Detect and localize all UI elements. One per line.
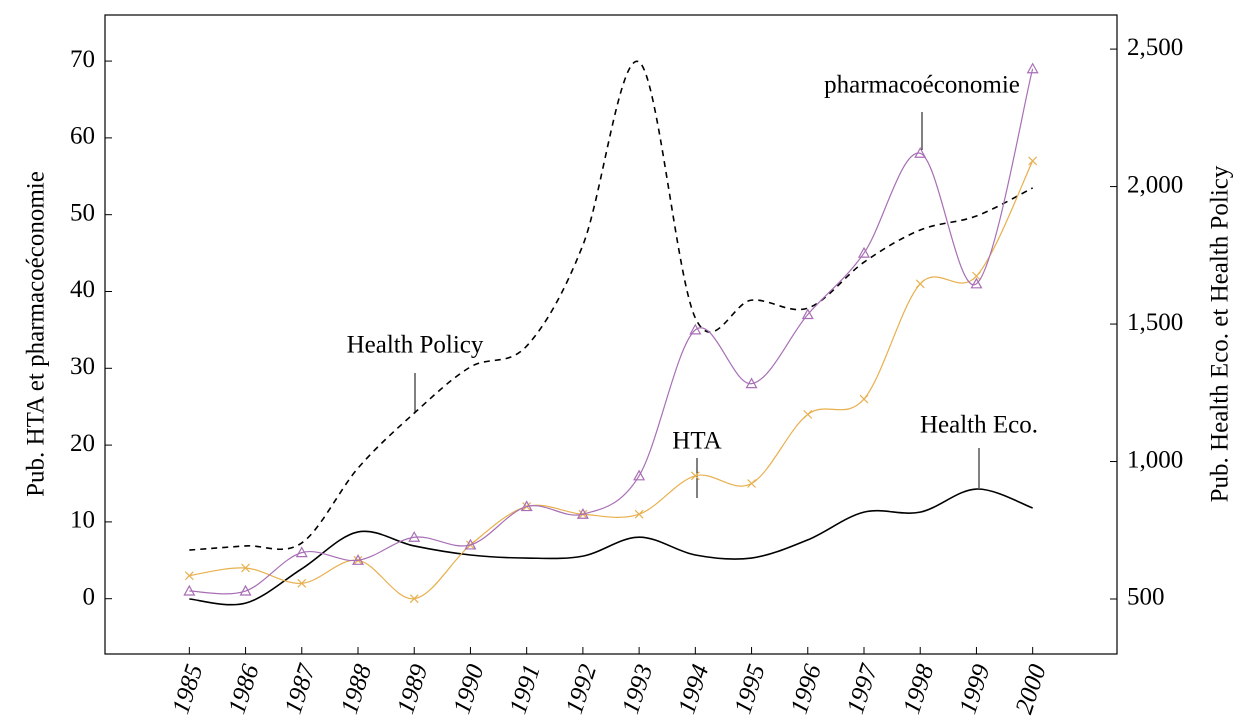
annotation: HTA <box>672 428 721 455</box>
marker <box>803 409 813 419</box>
marker <box>801 308 814 320</box>
marker <box>408 531 421 542</box>
annotation: Health Policy <box>347 332 484 359</box>
marker <box>747 479 756 488</box>
marker <box>520 500 533 512</box>
series-line <box>189 68 1034 595</box>
y-axis-label: Pub. HTA et pharmacoéconomie <box>23 171 50 497</box>
marker <box>1026 62 1039 74</box>
marker <box>633 469 646 481</box>
y-tick-label: 40 <box>70 276 95 303</box>
marker <box>857 246 871 258</box>
marker <box>690 471 700 481</box>
series-line <box>189 488 1033 606</box>
marker <box>914 147 927 158</box>
x-tick-label: 1985 <box>167 661 208 717</box>
y2-tick-label: 2,500 <box>1127 34 1183 61</box>
x-tick-label: 2000 <box>1011 661 1052 717</box>
x-tick-label: 1993 <box>617 661 658 717</box>
x-tick-label: 1994 <box>673 661 714 717</box>
annotation: Health Eco. <box>920 412 1038 439</box>
marker <box>351 554 365 565</box>
x-tick-label: 1987 <box>280 660 322 717</box>
marker <box>1028 156 1038 166</box>
x-tick-label: 1998 <box>898 661 939 717</box>
marker <box>295 546 308 558</box>
marker <box>745 377 758 389</box>
x-tick-label: 1991 <box>505 661 546 717</box>
y-tick-label: 20 <box>70 430 95 457</box>
x-tick-label: 1988 <box>336 661 377 717</box>
marker <box>464 538 477 550</box>
marker <box>183 584 196 596</box>
x-tick-label: 1999 <box>954 661 995 717</box>
y-tick-label: 0 <box>83 583 96 610</box>
y2-tick-label: 1,500 <box>1127 309 1183 336</box>
x-tick-label: 1996 <box>786 661 827 717</box>
annotation: pharmacoéconomie <box>824 72 1020 99</box>
y-tick-label: 10 <box>70 507 95 534</box>
marker <box>297 578 307 588</box>
x-tick-label: 1989 <box>392 661 433 717</box>
x-tick-label: 1995 <box>730 661 771 717</box>
marker <box>915 279 925 289</box>
y2-axis-label: Pub. Health Eco. et Health Policy <box>1207 165 1234 502</box>
y2-tick-label: 1,000 <box>1127 446 1183 473</box>
plot-frame <box>104 14 1118 655</box>
marker <box>972 271 981 281</box>
x-tick-label: 1990 <box>448 661 489 717</box>
y-tick-label: 50 <box>70 199 95 226</box>
x-tick-label: 1986 <box>224 661 265 717</box>
x-tick-label: 1997 <box>842 660 884 717</box>
marker <box>970 277 983 289</box>
series-line <box>189 160 1034 600</box>
y-tick-label: 30 <box>70 353 95 380</box>
marker <box>241 563 250 573</box>
series-line <box>189 60 1034 551</box>
marker <box>634 509 644 519</box>
marker <box>409 594 419 604</box>
x-tick-label: 1992 <box>561 661 602 717</box>
marker <box>859 394 869 404</box>
y-tick-label: 60 <box>70 123 95 150</box>
marker <box>239 584 252 596</box>
y2-tick-label: 2,000 <box>1127 171 1183 198</box>
marker <box>184 571 194 581</box>
marker <box>576 507 589 519</box>
y2-tick-label: 500 <box>1127 584 1165 611</box>
marker <box>689 323 702 335</box>
y-tick-label: 70 <box>70 46 95 73</box>
